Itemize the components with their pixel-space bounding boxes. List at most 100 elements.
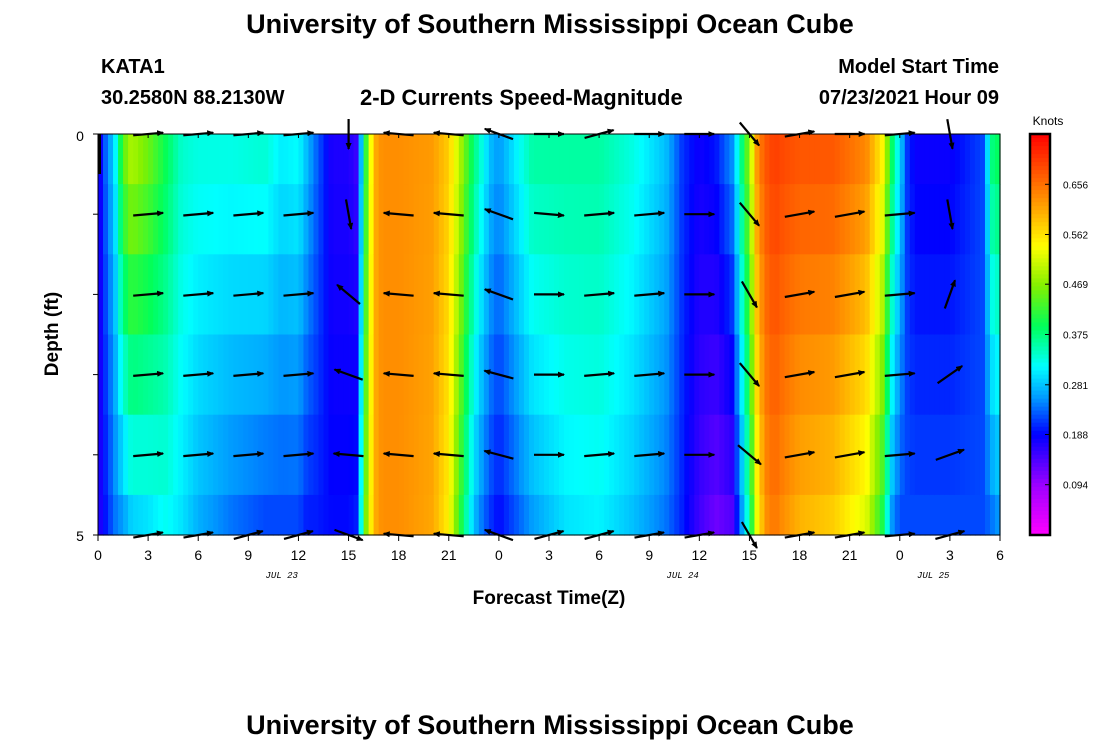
heatmap-cell [804, 334, 811, 416]
heatmap-cell [158, 494, 164, 536]
station-id: KATA1 [101, 56, 165, 78]
date-label: JUL 25 [917, 571, 950, 581]
colorbar-cell [1030, 302, 1050, 308]
heatmap-cell [784, 414, 791, 496]
heatmap-cell [518, 494, 525, 536]
heatmap-cell [433, 134, 440, 185]
heatmap-cell [859, 494, 866, 536]
heatmap-cell [468, 414, 475, 496]
heatmap-cell [228, 134, 234, 185]
heatmap-cell [268, 134, 274, 185]
heatmap-cell [549, 184, 555, 255]
x-tick-label: 15 [742, 547, 758, 563]
heatmap-cell [268, 494, 274, 536]
colorbar-cell [1030, 410, 1050, 416]
heatmap-cell [654, 184, 660, 255]
heatmap-cell [774, 494, 781, 536]
heatmap-cell [989, 414, 996, 496]
heatmap-cell [779, 414, 786, 496]
heatmap-cell [919, 494, 926, 536]
colorbar-cell [1030, 482, 1050, 488]
heatmap-cell [358, 254, 365, 336]
heatmap-cell [804, 184, 811, 255]
heatmap-cell [288, 134, 295, 185]
heatmap-cell [173, 184, 179, 255]
heatmap-cell [924, 184, 931, 255]
x-tick-label: 21 [842, 547, 858, 563]
heatmap-cell [979, 184, 986, 255]
heatmap-cell [744, 254, 751, 336]
heatmap-cell [574, 414, 580, 496]
heatmap-cell [659, 334, 665, 416]
colorbar-cell [1030, 246, 1050, 251]
current-vector [737, 444, 762, 466]
heatmap-cell [498, 494, 505, 536]
heatmap-cell [118, 254, 124, 336]
heatmap-cell [739, 254, 746, 336]
heatmap-cell [624, 414, 630, 496]
heatmap-cell [413, 414, 420, 496]
heatmap-cell [383, 414, 390, 496]
heatmap-cell [619, 334, 625, 416]
surface-marker [98, 134, 101, 174]
current-vector [133, 210, 165, 217]
heatmap-cell [929, 254, 936, 336]
heatmap-cell [443, 184, 450, 255]
colorbar-tick-label: 0.375 [1063, 331, 1088, 342]
heatmap-cell [709, 494, 715, 536]
heatmap-cell [473, 414, 480, 496]
current-vector [884, 290, 916, 297]
heatmap-cell [373, 334, 380, 416]
heatmap-cell [188, 184, 194, 255]
heatmap-cell [383, 134, 390, 185]
heatmap-cell [513, 414, 520, 496]
heatmap-cell [408, 494, 415, 536]
heatmap-cell [814, 494, 821, 536]
heatmap-cell [358, 334, 365, 416]
current-vector [584, 210, 616, 217]
heatmap-cell [303, 134, 310, 185]
current-vector [432, 210, 464, 217]
heatmap-cell [218, 414, 224, 496]
heatmap-cell [984, 494, 991, 536]
colorbar-cell [1030, 194, 1050, 199]
heatmap-cell [804, 414, 811, 496]
heatmap-cell [919, 254, 926, 336]
colorbar-cell [1030, 434, 1050, 440]
heatmap-cell [373, 414, 380, 496]
heatmap-cell [523, 254, 530, 336]
heatmap-cell [599, 494, 605, 536]
heatmap-cell [569, 134, 575, 185]
heatmap-cell [869, 254, 876, 336]
heatmap-cell [303, 494, 310, 536]
heatmap-cell [483, 254, 490, 336]
heatmap-cell [238, 494, 244, 536]
heatmap-cell [764, 184, 771, 255]
heatmap-cell [959, 334, 966, 416]
heatmap-cell [644, 184, 650, 255]
heatmap-cell [944, 134, 951, 185]
heatmap-cell [829, 184, 836, 255]
colorbar-tick-label: 0.562 [1063, 231, 1088, 242]
heatmap-cell [989, 494, 996, 536]
heatmap-cell [679, 184, 685, 255]
heatmap-cell [398, 494, 405, 536]
heatmap-cell [373, 494, 380, 536]
heatmap-cell [969, 494, 976, 536]
heatmap-cell [719, 254, 725, 336]
heatmap-cell [664, 184, 670, 255]
current-vector [432, 451, 464, 458]
heatmap-cell [448, 494, 455, 536]
heatmap-cell [859, 134, 866, 185]
heatmap-cell [604, 184, 610, 255]
heatmap-cell [939, 254, 946, 336]
colorbar-tick-label: 0.094 [1063, 481, 1088, 492]
heatmap-cell [278, 334, 285, 416]
heatmap-cell [664, 414, 670, 496]
heatmap-cell [468, 494, 475, 536]
colorbar-cell [1030, 186, 1050, 191]
heatmap-cell [749, 184, 756, 255]
heatmap-cell [609, 494, 615, 536]
heatmap-cell [689, 184, 695, 255]
colorbar-cell [1030, 198, 1050, 203]
